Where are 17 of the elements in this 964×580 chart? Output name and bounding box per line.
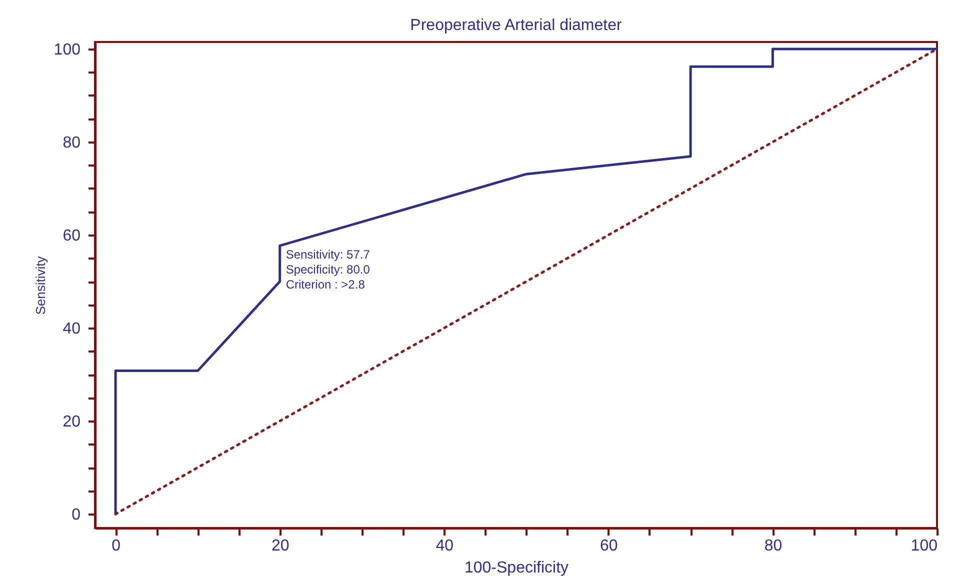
chart-title: Preoperative Arterial diameter	[410, 16, 622, 34]
x-tick-label: 80	[764, 538, 782, 554]
x-axis-title: 100-Specificity	[464, 560, 569, 576]
y-tick-label: 100	[54, 41, 81, 58]
annotation: Sensitivity: 57.7 Specificity: 80.0 Criterion : >2.8	[286, 248, 370, 292]
y-tick-label: 0	[72, 506, 81, 524]
y-tick-label: 80	[62, 134, 81, 152]
line-series	[114, 48, 937, 516]
x-tick-label: 60	[600, 538, 618, 554]
x-tick-label: 100	[910, 538, 938, 554]
x-tick-label: 20	[271, 538, 290, 554]
y-tick-label: 60	[62, 228, 81, 245]
x-tick-label: 0	[112, 538, 121, 554]
x-tick-label: 40	[436, 538, 454, 554]
y-tick-label: 20	[62, 414, 81, 431]
y-tick-label: 40	[62, 320, 81, 338]
y-axis-title: Sensitivity	[32, 256, 48, 315]
